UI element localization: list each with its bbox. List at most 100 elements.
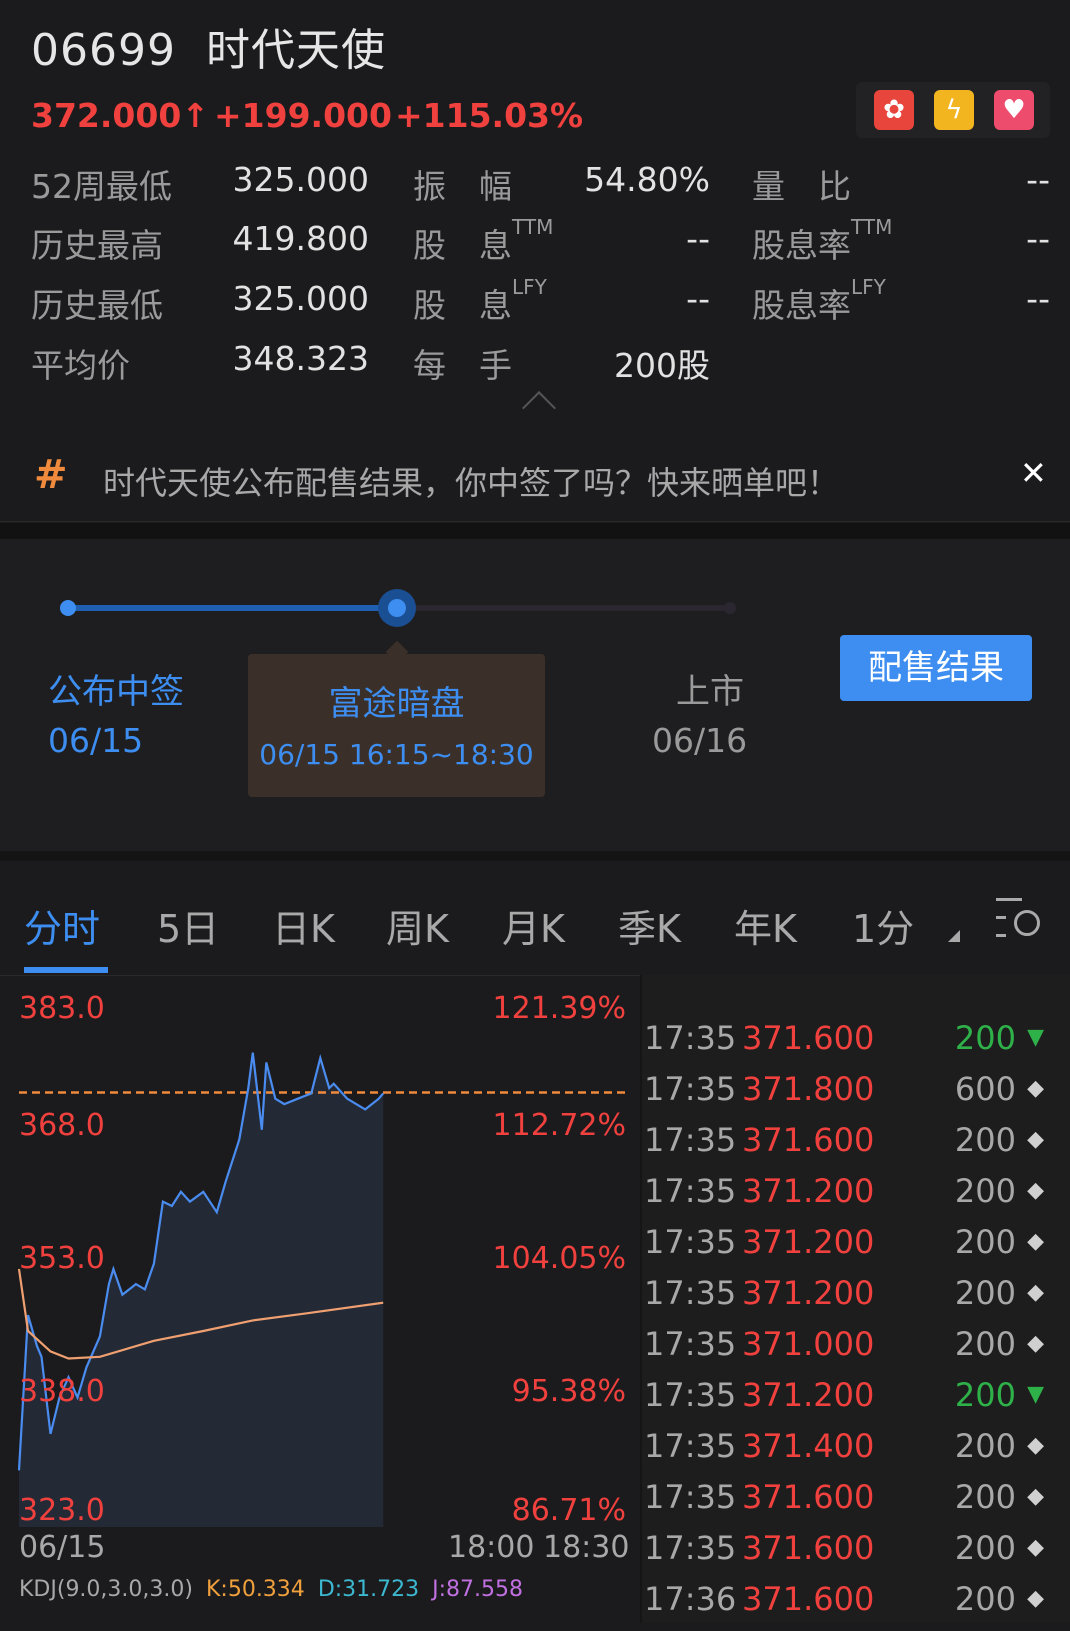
tick-price: 371.200 — [742, 1223, 875, 1261]
kdj-legend: KDJ(9.0,3.0,3.0) K:50.334 D:31.723 J:87.… — [19, 1577, 523, 1602]
tab-1[interactable]: 5日 — [157, 907, 220, 951]
lightning-2-icon[interactable]: ϟ — [934, 90, 974, 130]
trade-tick-row: 17:35 371.200 200 ◆ — [644, 1172, 1054, 1223]
tab-6[interactable]: 年K — [734, 907, 797, 951]
tick-volume: 200 — [954, 1172, 1016, 1210]
tick-time: 17:36 — [644, 1580, 737, 1618]
chart-settings-icon[interactable] — [996, 896, 1046, 940]
stat-value: -- — [1026, 279, 1050, 318]
tick-time: 17:35 — [644, 1223, 737, 1261]
tick-time: 17:35 — [644, 1325, 737, 1363]
trade-ticks-panel[interactable] — [640, 975, 1070, 1623]
step-label: 富途暗盘 — [328, 684, 465, 724]
pct-tick-label: 95.38% — [511, 1374, 626, 1409]
trade-tick-row: 17:35 371.400 200 ◆ — [644, 1427, 1054, 1478]
ipo-timeline: 公布中签 06/15 富途暗盘 06/15 16:15~18:30 上市 06/… — [0, 539, 1070, 851]
stat-value: -- — [1026, 160, 1050, 199]
stat-label: 股 息LFY — [413, 275, 547, 327]
tick-time: 17:35 — [644, 1427, 737, 1465]
tick-price: 371.200 — [742, 1274, 875, 1312]
pct-tick-label: 104.05% — [492, 1241, 626, 1276]
tick-volume: 200 — [954, 1121, 1016, 1159]
heart-icon[interactable]: ♥ — [994, 90, 1034, 130]
stat-label: 量 比 — [752, 160, 851, 208]
stat-value: 54.80% — [584, 160, 710, 199]
stat-value: 200股 — [614, 346, 710, 385]
stat-label: 平均价 — [31, 339, 130, 387]
stat-label: 振 幅 — [413, 160, 512, 208]
tick-volume: 200 — [954, 1529, 1016, 1567]
stock-code: 06699 — [31, 25, 176, 76]
tick-price: 371.600 — [742, 1019, 875, 1057]
tab-2[interactable]: 日K — [272, 907, 335, 951]
stat-label-text: 股 息 — [413, 286, 512, 325]
divider — [0, 851, 1070, 861]
x-tick-label: 06/15 — [19, 1530, 106, 1565]
hk-flag-icon[interactable]: ✿ — [874, 90, 914, 130]
y-tick-label: 368.0 — [19, 1108, 105, 1143]
stat-value: 325.000 — [232, 160, 369, 199]
trade-tick-row: 17:36 371.600 200 ◆ — [644, 1580, 1054, 1631]
banner-text[interactable]: 时代天使公布配售结果，你中签了吗？快来晒单吧！ — [103, 464, 840, 502]
dropdown-triangle-icon[interactable] — [948, 930, 960, 942]
dark-pool-tooltip: 富途暗盘 06/15 16:15~18:30 — [248, 654, 545, 797]
step-dot — [724, 602, 736, 614]
tick-time: 17:35 — [644, 1121, 737, 1159]
stat-label-sup: TTM — [851, 215, 893, 239]
close-icon[interactable]: ✕ — [1020, 454, 1047, 492]
tick-price: 371.000 — [742, 1325, 875, 1363]
step-dot-active — [378, 589, 416, 627]
y-tick-label: 323.0 — [19, 1493, 105, 1528]
tick-time: 17:35 — [644, 1172, 737, 1210]
tick-price: 371.600 — [742, 1478, 875, 1516]
stat-label-sup: LFY — [512, 275, 547, 299]
trade-tick-row: 17:35 371.600 200 ◆ — [644, 1529, 1054, 1580]
pct-tick-label: 86.71% — [511, 1493, 626, 1528]
stat-label: 52周最低 — [31, 160, 172, 208]
tab-7[interactable]: 1分 — [852, 907, 915, 951]
tick-volume: 200 — [954, 1478, 1016, 1516]
trade-tick-row: 17:35 371.200 200 ▼ — [644, 1376, 1054, 1427]
trade-tick-row: 17:35 371.600 200 ◆ — [644, 1121, 1054, 1172]
tab-0[interactable]: 分时 — [24, 907, 101, 951]
up-arrow-icon: ↑ — [181, 96, 209, 135]
active-tab-indicator — [24, 967, 108, 973]
average-price-line — [17, 1268, 384, 1360]
neutral-diamond-icon: ◆ — [1027, 1484, 1044, 1509]
tick-time: 17:35 — [644, 1019, 737, 1057]
divider — [0, 523, 1070, 539]
collapse-chevron-icon[interactable] — [522, 391, 556, 425]
tick-time: 17:35 — [644, 1376, 737, 1414]
y-tick-label: 353.0 — [19, 1241, 105, 1276]
timeline-track — [398, 605, 730, 611]
step-date: 06/15 16:15~18:30 — [259, 738, 534, 771]
x-tick-label: 18:30 — [543, 1530, 630, 1565]
stat-value: 348.323 — [232, 339, 369, 378]
neutral-diamond-icon: ◆ — [1027, 1586, 1044, 1611]
neutral-diamond-icon: ◆ — [1027, 1127, 1044, 1152]
stat-label-text: 每 手 — [413, 346, 512, 385]
stat-label-text: 历史最高 — [31, 226, 163, 265]
tab-4[interactable]: 月K — [502, 907, 565, 951]
tick-time: 17:35 — [644, 1529, 737, 1567]
tick-time: 17:35 — [644, 1070, 737, 1108]
stat-value: 325.000 — [232, 279, 369, 318]
y-tick-label: 338.0 — [19, 1374, 105, 1409]
tick-price: 371.800 — [742, 1070, 875, 1108]
tab-3[interactable]: 周K — [386, 907, 449, 951]
tick-volume: 200 — [954, 1274, 1016, 1312]
tick-price: 371.200 — [742, 1376, 875, 1414]
tab-5[interactable]: 季K — [618, 907, 681, 951]
trade-tick-row: 17:35 371.000 200 ◆ — [644, 1325, 1054, 1376]
allotment-result-button[interactable]: 配售结果 — [840, 635, 1032, 701]
trade-tick-row: 17:35 371.800 600 ◆ — [644, 1070, 1054, 1121]
kdj-d: D:31.723 — [317, 1577, 420, 1602]
price-line — [17, 1052, 385, 1471]
step-label: 上市 — [676, 672, 744, 712]
news-banner[interactable]: # 时代天使公布配售结果，你中签了吗？快来晒单吧！ ✕ — [0, 440, 1070, 522]
stat-label: 股息率LFY — [752, 275, 886, 327]
stat-label: 股息率TTM — [752, 215, 892, 267]
step-date: 06/16 — [652, 721, 748, 760]
intraday-chart[interactable] — [0, 975, 640, 1623]
market-icons: ✿ ϟ ♥ — [856, 82, 1050, 138]
